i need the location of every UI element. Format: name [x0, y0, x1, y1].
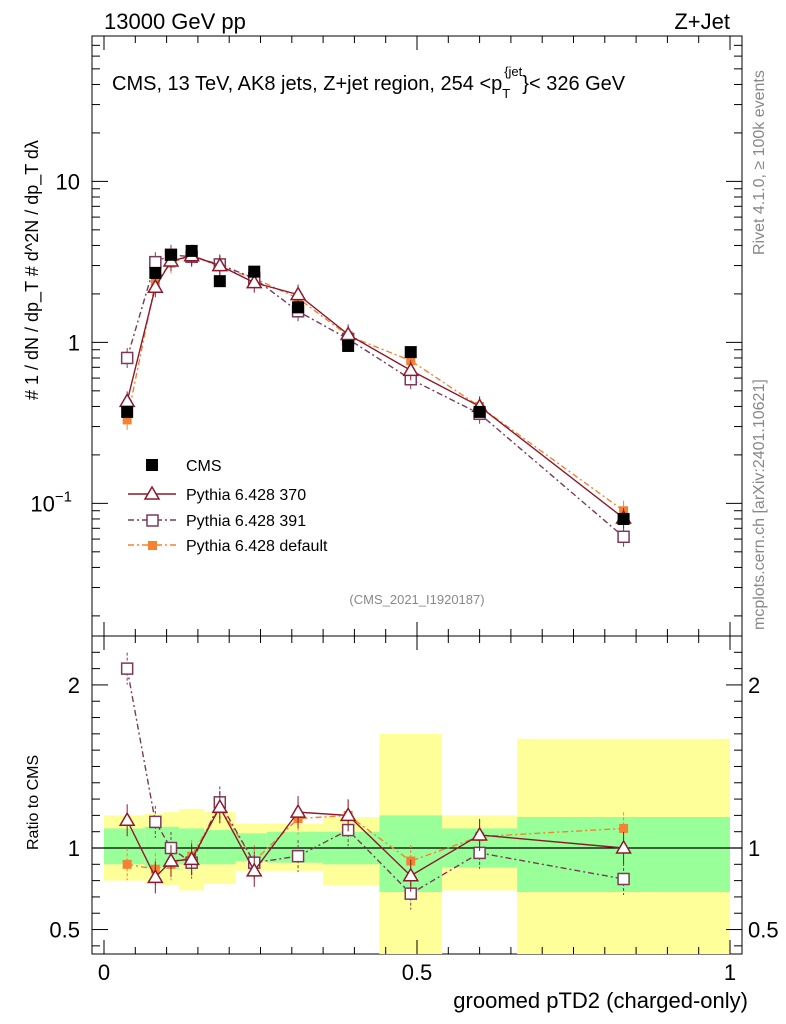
rivet-label: Rivet 4.1.0, ≥ 100k events: [751, 70, 768, 255]
x-tick-label: 1: [724, 960, 736, 985]
data-point-p370: [339, 325, 357, 341]
ratio-ytick-label: 0.5: [49, 918, 80, 943]
ratio-point-p391: [120, 662, 134, 675]
ratio-ylabel: Ratio to CMS: [25, 755, 42, 850]
legend-label-cms: CMS: [186, 458, 222, 475]
data-point-cms: [248, 265, 261, 278]
x-tick-label: 0: [98, 960, 110, 985]
process-label: Z+Jet: [674, 9, 730, 34]
ratio-point-p370: [289, 803, 307, 818]
ratio-point-p370: [211, 798, 229, 813]
data-point-cms: [149, 266, 162, 279]
ratio-point-p370: [471, 826, 488, 841]
data-point-cms: [121, 405, 134, 418]
legend-label-default: Pythia 6.428 default: [186, 538, 328, 555]
data-point-p370: [289, 286, 307, 301]
ratio-point-p370: [162, 852, 180, 867]
ratio-bands: [92, 733, 742, 954]
x-axis-label: groomed pTD2 (charged-only): [453, 988, 748, 1013]
data-point-cms: [213, 275, 226, 288]
data-point-p370: [211, 257, 229, 272]
data-point-p391: [149, 255, 162, 269]
data-point-cms: [473, 405, 486, 418]
data-point-cms: [185, 244, 198, 257]
series-line-p370: [126, 255, 625, 519]
series-line-p391: [126, 254, 625, 538]
ratio-point-p370: [245, 862, 263, 877]
energy-label: 13000 GeV pp: [104, 9, 246, 34]
mcplots-label: mcplots.cern.ch [arXiv:2401.10621]: [751, 379, 768, 630]
legend-marker-391: [146, 514, 159, 527]
ratio-point-p370: [402, 867, 420, 882]
main-ytick-label: 1: [68, 330, 80, 355]
data-point-cms: [164, 248, 177, 261]
band-inner-4: [204, 830, 236, 865]
x-tick-label: 0.5: [402, 960, 433, 985]
ratio-point-p370: [339, 806, 357, 822]
ratio-ytick-label: 2: [68, 673, 80, 698]
ratio-point-p370: [183, 850, 200, 866]
axis-ticks: 0 0.5 1 10−1 1 10 0.5 0.5 1 1 2 2: [30, 35, 779, 985]
ratio-line-p391: [126, 668, 624, 895]
series-layer: [118, 244, 632, 547]
ratio-ytick-label-right: 0.5: [748, 918, 779, 943]
ratio-ytick-label: 1: [68, 836, 80, 861]
legend-label-370: Pythia 6.428 370: [186, 487, 306, 504]
ratio-point-pdefault: [619, 823, 629, 833]
analysis-id: (CMS_2021_I1920187): [349, 592, 484, 607]
band-inner-1: [144, 826, 164, 868]
ratio-point-p370: [615, 839, 632, 854]
data-point-p391: [120, 351, 134, 365]
main-ytick-label: 10: [56, 169, 80, 194]
data-point-pdefault: [122, 415, 132, 425]
data-point-p370: [245, 274, 263, 289]
ratio-ytick-label-right: 1: [748, 836, 760, 861]
ratio-point-p370: [118, 811, 136, 827]
data-point-p370: [402, 361, 420, 377]
legend: CMS Pythia 6.428 370 Pythia 6.428 391 Py…: [128, 458, 328, 555]
ratio-point-p370: [147, 868, 164, 884]
legend-marker-cms: [146, 459, 158, 471]
data-point-p391: [617, 530, 630, 544]
legend-marker-370: [143, 485, 161, 500]
ratio-layer: [118, 652, 632, 910]
ratio-point-pdefault: [122, 859, 132, 869]
data-point-cms: [617, 512, 630, 525]
ratio-point-p391: [291, 849, 305, 863]
main-title: CMS, 13 TeV, AK8 jets, Z+jet region, 254…: [112, 64, 626, 101]
data-point-cms: [342, 339, 355, 352]
data-point-cms: [292, 301, 305, 314]
legend-marker-default: [148, 541, 157, 550]
data-point-p370: [147, 278, 164, 293]
ratio-point-p391: [149, 815, 162, 829]
legend-label-391: Pythia 6.428 391: [186, 513, 306, 530]
main-ylabel: # 1 / dN / dp_T # d^2N / dp_T dλ: [22, 140, 43, 400]
data-point-cms: [404, 346, 417, 359]
main-ytick-label: 10−1: [30, 488, 72, 516]
band-inner-0: [104, 828, 145, 865]
ratio-point-p391: [617, 872, 630, 886]
ratio-ytick-label-right: 2: [748, 673, 760, 698]
